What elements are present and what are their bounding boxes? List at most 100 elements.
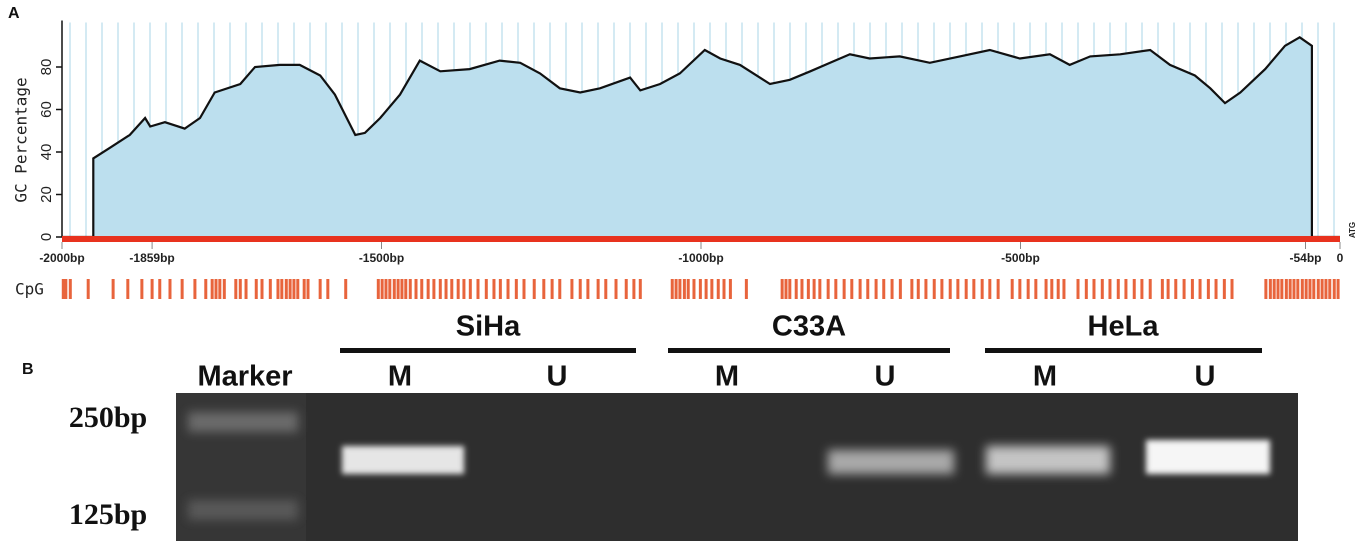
cpg-site (1092, 279, 1095, 299)
cpg-site (1273, 279, 1276, 299)
cpg-site (875, 279, 878, 299)
cpg-site (303, 279, 306, 299)
cpg-site (381, 279, 384, 299)
cpg-site (522, 279, 525, 299)
cpg-site (450, 279, 453, 299)
cpg-site (239, 279, 242, 299)
lane-label: U (1195, 361, 1216, 393)
cpg-site (404, 279, 407, 299)
cpg-site (558, 279, 561, 299)
cpg-site (140, 279, 143, 299)
cpg-site (432, 279, 435, 299)
cpg-site (1337, 279, 1340, 299)
cpg-site (729, 279, 732, 299)
size-label: 125bp (69, 498, 147, 531)
cpg-site (126, 279, 129, 299)
x-tick-label: -1859bp (129, 251, 174, 265)
cpg-site (604, 279, 607, 299)
cpg-site (1011, 279, 1014, 299)
cpg-site (1034, 279, 1037, 299)
cpg-site (981, 279, 984, 299)
cpg-site (1045, 279, 1048, 299)
cpg-site (933, 279, 936, 299)
cpg-site (882, 279, 885, 299)
cpg-site (1277, 279, 1280, 299)
gel-band (828, 450, 954, 474)
cpg-site (683, 279, 686, 299)
cpg-site (204, 279, 207, 299)
cpg-site (639, 279, 642, 299)
cpg-site (1207, 279, 1210, 299)
x-axis-bar (62, 236, 1340, 242)
cpg-site (965, 279, 968, 299)
cpg-site (296, 279, 299, 299)
cpg-site (699, 279, 702, 299)
cpg-site (997, 279, 1000, 299)
cpg-site (1101, 279, 1104, 299)
cpg-site (710, 279, 713, 299)
cpg-site (1269, 279, 1272, 299)
cpg-site (1062, 279, 1065, 299)
cpg-site (393, 279, 396, 299)
cpg-site (551, 279, 554, 299)
cpg-site (542, 279, 545, 299)
lane-label: U (875, 361, 896, 393)
cpg-site (615, 279, 618, 299)
cpg-site (1264, 279, 1267, 299)
cpg-site (1167, 279, 1170, 299)
cpg-site (289, 279, 292, 299)
cpg-site (1292, 279, 1295, 299)
cpg-site (415, 279, 418, 299)
cpg-site (705, 279, 708, 299)
cpg-site (292, 279, 295, 299)
cpg-site (377, 279, 380, 299)
cpg-site (924, 279, 927, 299)
cpg-site (745, 279, 748, 299)
x-tick-label: -1500bp (359, 251, 404, 265)
cpg-site (632, 279, 635, 299)
cpg-site (678, 279, 681, 299)
cpg-site (1124, 279, 1127, 299)
x-tick-label: -1000bp (678, 251, 723, 265)
cpg-site (457, 279, 460, 299)
cpg-site (972, 279, 975, 299)
cpg-site (1057, 279, 1060, 299)
x-tick-label: -500bp (1001, 251, 1040, 265)
cpg-site (917, 279, 920, 299)
cpg-site (843, 279, 846, 299)
cpg-site (445, 279, 448, 299)
cpg-site (1027, 279, 1030, 299)
cpg-site (570, 279, 573, 299)
cpg-site (597, 279, 600, 299)
cpg-site (827, 279, 830, 299)
cpg-site (940, 279, 943, 299)
cpg-site (1215, 279, 1218, 299)
cpg-site (515, 279, 518, 299)
cpg-site (1333, 279, 1336, 299)
cpg-site (420, 279, 423, 299)
cpg-site (181, 279, 184, 299)
cpg-site (781, 279, 784, 299)
cpg-site (818, 279, 821, 299)
cpg-site (1328, 279, 1331, 299)
group-label: SiHa (456, 311, 521, 343)
cpg-site (1301, 279, 1304, 299)
cpg-site (285, 279, 288, 299)
cpg-site (1305, 279, 1308, 299)
cpg-site (800, 279, 803, 299)
cpg-site (462, 279, 465, 299)
cpg-site (866, 279, 869, 299)
cpg-site (1108, 279, 1111, 299)
cpg-site (834, 279, 837, 299)
cpg-site (112, 279, 115, 299)
group-label: HeLa (1088, 311, 1160, 343)
y-axis-label: GC Percentage (12, 77, 31, 202)
cpg-site (1280, 279, 1283, 299)
x-tick-label: -2000bp (39, 251, 84, 265)
x-tick-label: -54bp (1289, 251, 1321, 265)
y-tick-label: 80 (38, 59, 55, 76)
cpg-site (1321, 279, 1324, 299)
cpg-site (717, 279, 720, 299)
cpg-site (269, 279, 272, 299)
lane-label: M (388, 361, 412, 393)
